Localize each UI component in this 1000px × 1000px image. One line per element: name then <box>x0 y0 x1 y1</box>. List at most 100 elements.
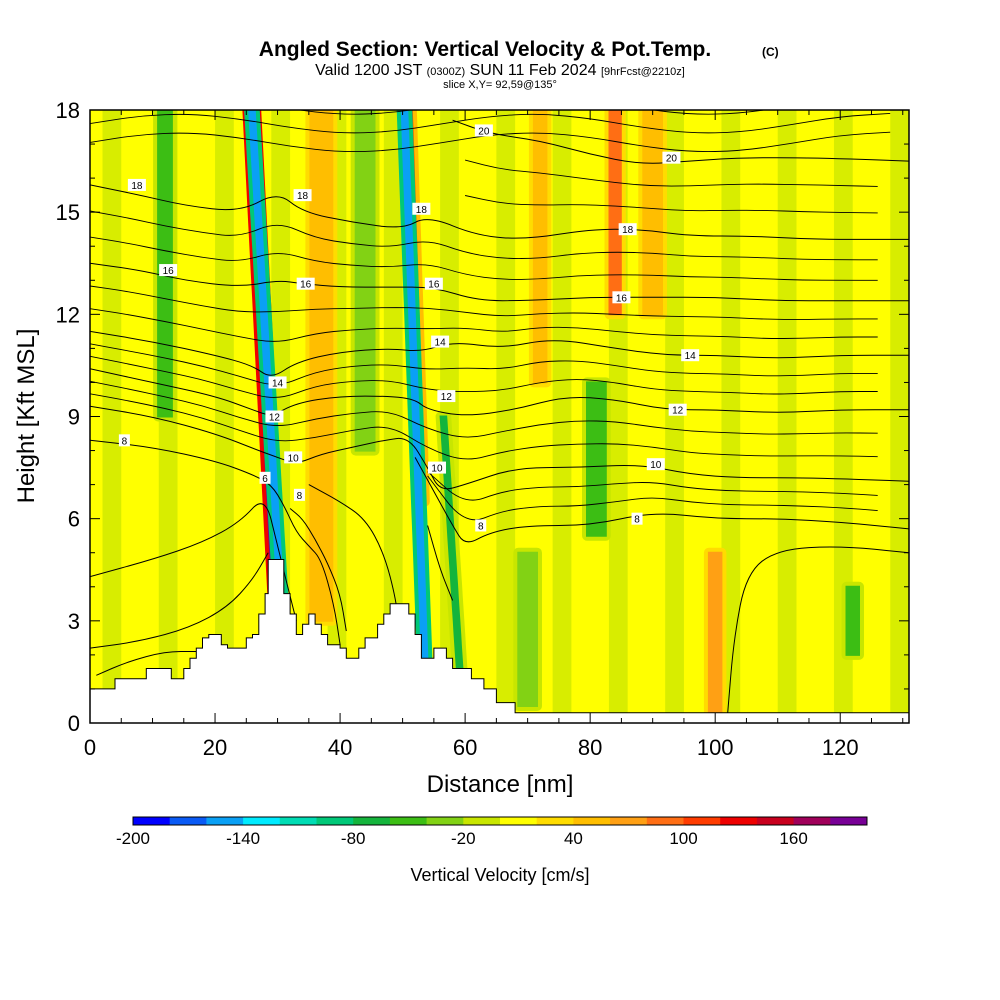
velocity-core <box>248 110 291 707</box>
isentrope-label-text: 16 <box>428 280 440 291</box>
x-axis: 0 20 40 60 80 100 120 <box>84 110 904 760</box>
colorbar-label: Vertical Velocity [cm/s] <box>410 865 589 885</box>
velocity-core <box>309 110 334 622</box>
isentrope-label-text: 6 <box>262 474 268 485</box>
isentrope-label-text: 8 <box>634 515 640 526</box>
isentrope-label-text: 10 <box>650 460 662 471</box>
colorbar-swatch <box>610 817 648 825</box>
isentrope-line <box>96 651 197 676</box>
isentrope-line <box>90 343 878 385</box>
isentrope-label-text: 18 <box>416 205 428 216</box>
isentrope-line <box>90 393 878 460</box>
isentrope-line <box>727 546 909 713</box>
colorbar-tick-label: 100 <box>669 829 697 848</box>
isentrope-line <box>414 457 909 543</box>
chart-subtitle: Valid 1200 JST (0300Z) SUN 11 Feb 2024 [… <box>315 62 685 79</box>
y-axis: 0 3 6 9 12 15 18 <box>56 98 909 736</box>
isentrope-label: 18 <box>293 189 312 202</box>
isentrope-label-text: 16 <box>163 266 175 277</box>
isentrope-label-bg <box>127 178 146 191</box>
colorbar-swatch <box>353 817 391 825</box>
isentrope-line <box>296 110 767 115</box>
isentrope-label: 16 <box>159 264 178 277</box>
y-tick-label: 0 <box>68 711 80 736</box>
isentrope-line <box>90 308 878 342</box>
y-tick-label: 3 <box>68 609 80 634</box>
isentrope-label-text: 20 <box>478 126 490 137</box>
isentrope-label-text: 8 <box>122 436 128 447</box>
isentrope-label: 12 <box>437 390 456 403</box>
isentrope-label-text: 14 <box>272 378 284 389</box>
terrain-profile <box>90 559 909 723</box>
isentrope-label-text: 14 <box>435 338 447 349</box>
x-tick-label: 100 <box>697 735 734 760</box>
colorbar-frame <box>132 816 868 826</box>
potential-temperature-contours <box>90 110 909 713</box>
isentrope-line <box>464 159 878 187</box>
vertical-velocity-field <box>102 110 909 723</box>
colorbar-swatch <box>536 817 574 825</box>
isentrope-label: 10 <box>284 451 303 464</box>
isentrope-label-text: 12 <box>672 406 684 417</box>
isentrope-line <box>90 380 878 438</box>
isentrope-label: 20 <box>474 124 493 137</box>
colorbar-tick-label: 160 <box>779 829 807 848</box>
y-tick-label: 18 <box>56 98 80 123</box>
isentrope-label: 14 <box>268 376 287 389</box>
isentrope-label-bg <box>296 277 315 290</box>
y-tick-label: 12 <box>56 302 80 327</box>
isentrope-line <box>90 552 269 649</box>
isentrope-label: 18 <box>127 178 146 192</box>
isentrope-label-bg <box>431 335 450 348</box>
colorbar-swatch <box>389 817 428 825</box>
colorbar-swatch <box>573 817 611 825</box>
isentrope-label-bg <box>631 512 643 525</box>
isentrope-label: 8 <box>118 434 130 447</box>
isentrope-line <box>90 236 878 281</box>
isentrope-line <box>289 508 347 632</box>
velocity-core <box>586 381 607 537</box>
velocity-band <box>833 110 853 723</box>
isentrope-line <box>465 195 878 214</box>
isentrope-label: 16 <box>424 277 443 291</box>
isentrope-label: 12 <box>668 403 687 417</box>
x-tick-label: 0 <box>84 735 96 760</box>
subtitle-valid: Valid 1200 JST <box>315 62 423 79</box>
colorbar-swatch <box>683 817 721 825</box>
velocity-band <box>496 110 516 723</box>
isentrope-label: 18 <box>412 202 431 216</box>
isentrope-label-bg <box>259 471 271 484</box>
colorbar-swatch <box>500 817 538 825</box>
colorbar: -200 -140 -80 -20 40 100 160 <box>116 816 868 848</box>
isentrope-line <box>90 405 909 490</box>
isentrope-label-bg <box>159 264 178 277</box>
isentrope-label-bg <box>265 410 284 423</box>
velocity-core <box>707 551 723 714</box>
velocity-band <box>777 110 797 723</box>
colorbar-tick-label: -140 <box>226 829 260 848</box>
velocity-core <box>845 585 860 656</box>
terrain <box>90 559 909 723</box>
colorbar-tick-label: -80 <box>341 829 366 848</box>
isentrope-label-bg <box>668 403 687 416</box>
isentrope-label: 18 <box>618 223 637 236</box>
isentrope-label-text: 18 <box>622 225 634 236</box>
colorbar-swatch <box>206 817 244 825</box>
velocity-band <box>665 110 684 723</box>
isentrope-line <box>90 330 909 376</box>
title-mark: (C) <box>762 45 779 59</box>
chart-title: Angled Section: Vertical Velocity & Pot.… <box>259 38 711 61</box>
colorbar-tick-label: -20 <box>451 829 476 848</box>
x-tick-label: 20 <box>203 735 227 760</box>
isentrope-label: 8 <box>475 519 487 532</box>
colorbar-swatch <box>646 817 684 825</box>
y-tick-label: 9 <box>68 405 80 430</box>
isentrope-label-bg <box>412 202 431 215</box>
isentrope-label: 8 <box>631 512 643 526</box>
velocity-band <box>215 110 234 723</box>
isentrope-label: 12 <box>265 410 284 424</box>
isentrope-label-bg <box>662 151 681 164</box>
isentrope-label-bg <box>646 458 665 471</box>
isentrope-label-text: 14 <box>685 351 697 362</box>
isentrope-label-bg <box>681 349 700 362</box>
